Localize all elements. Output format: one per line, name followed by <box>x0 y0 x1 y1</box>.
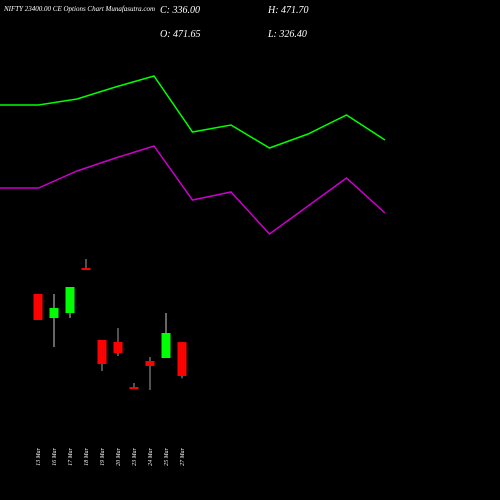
ma-line <box>0 75 386 149</box>
x-tick-label: 27 Mar <box>180 447 186 465</box>
x-tick-label: 25 Mar <box>164 447 170 465</box>
x-tick-label: 23 Mar <box>132 447 138 465</box>
close-label: C: 336.00 <box>160 5 200 16</box>
candle-body <box>81 268 91 270</box>
candle-body <box>65 287 75 313</box>
x-tick-label: 24 Mar <box>147 447 154 465</box>
candle-body <box>49 308 59 318</box>
candle-body <box>33 294 43 320</box>
x-tick-label: 16 Mar <box>52 447 58 465</box>
high-label: H: 471.70 <box>267 5 309 16</box>
candle-body <box>129 387 139 389</box>
x-tick-label: 19 Mar <box>100 447 106 465</box>
candle-body <box>177 342 187 376</box>
chart-title: NIFTY 23400.00 CE Options Chart Munafasu… <box>3 5 155 13</box>
x-tick-label: 20 Mar <box>116 447 122 465</box>
candle-body <box>113 342 123 353</box>
x-tick-label: 17 Mar <box>68 447 74 465</box>
ma-line <box>0 145 386 236</box>
x-tick-label: 13 Mar <box>36 447 42 465</box>
candle-body <box>97 340 107 364</box>
candle-body <box>145 361 155 366</box>
x-tick-label: 18 Mar <box>84 447 90 465</box>
open-label: O: 471.65 <box>160 29 201 40</box>
candle-body <box>161 333 171 358</box>
low-label: L: 326.40 <box>267 29 307 40</box>
